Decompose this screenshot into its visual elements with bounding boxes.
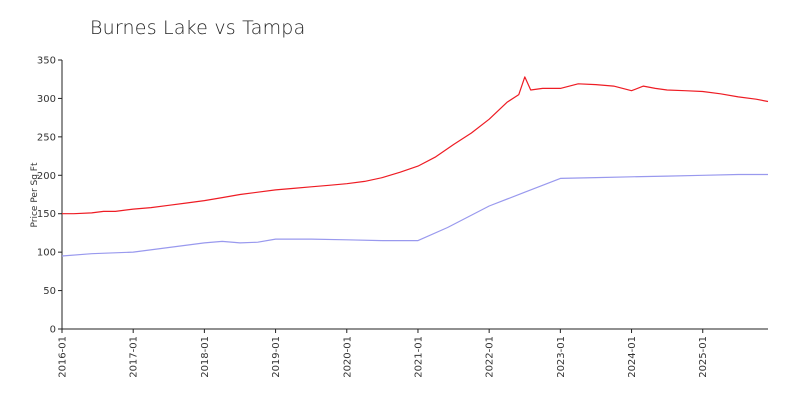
y-tick-label: 100 [37, 248, 56, 259]
x-ticks: 2016-01 2017-01 2018-01 2019-01 2020-01 2021-… [58, 329, 709, 378]
y-tick-label: 300 [37, 94, 56, 105]
y-tick-label: 250 [37, 132, 56, 143]
x-tick-label: 2020-01 [342, 336, 353, 378]
x-tick-label: 2022-01 [485, 336, 496, 378]
x-tick-label: 2023-01 [556, 336, 567, 378]
series-layer [61, 76, 769, 257]
x-tick-label: 2019-01 [271, 336, 282, 378]
x-tick-label: 2016-01 [58, 336, 69, 378]
y-tick-label: 0 [50, 325, 56, 336]
y-tick-label: 200 [37, 171, 56, 182]
x-tick-label: 2018-01 [200, 336, 211, 378]
x-tick-label: 2024-01 [627, 336, 638, 378]
x-tick-label: 2017-01 [129, 336, 140, 378]
y-ticks: 0 50 100 150 200 250 300 350 [37, 56, 62, 336]
y-axis-label: Price Per Sq Ft [30, 162, 40, 227]
axes [61, 60, 768, 330]
series-line-1 [62, 76, 769, 215]
x-tick-label: 2025-01 [698, 336, 709, 378]
series-line-2 [61, 173, 768, 257]
chart-title: Burnes Lake vs Tampa [90, 17, 306, 39]
y-tick-label: 50 [43, 286, 56, 297]
y-tick-label: 150 [37, 209, 56, 220]
y-tick-label: 350 [37, 56, 56, 67]
x-tick-label: 2021-01 [413, 336, 424, 378]
